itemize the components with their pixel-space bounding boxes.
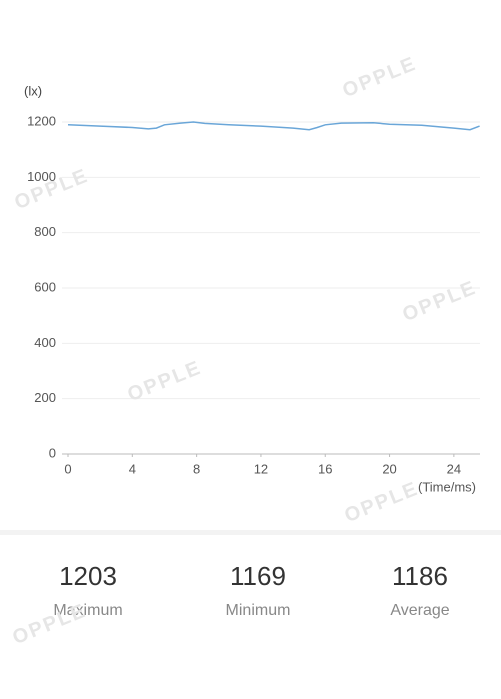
y-tick-label: 800 [34,224,56,239]
x-tick-label: 0 [64,461,71,476]
x-tick-label: 24 [447,461,461,476]
stat-label: Maximum [53,602,122,619]
y-tick-label: 1200 [27,113,56,128]
x-tick-label: 12 [254,461,268,476]
y-tick-label: 1000 [27,169,56,184]
separator [0,530,501,535]
stat-value: 1186 [392,561,448,591]
stat-value: 1203 [59,561,117,591]
x-tick-label: 16 [318,461,332,476]
data-line [67,121,480,131]
y-tick-label: 400 [34,335,56,350]
x-tick-label: 4 [129,461,136,476]
y-tick-label: 600 [34,279,56,294]
stat-label: Average [390,602,449,619]
stat-label: Minimum [226,602,291,619]
y-tick-label: 200 [34,390,56,405]
y-axis-label: (lx) [24,83,42,98]
x-axis-label: (Time/ms) [418,479,476,494]
stat-value: 1169 [230,561,286,591]
x-tick-label: 20 [382,461,396,476]
y-tick-label: 0 [49,445,56,460]
x-tick-label: 8 [193,461,200,476]
